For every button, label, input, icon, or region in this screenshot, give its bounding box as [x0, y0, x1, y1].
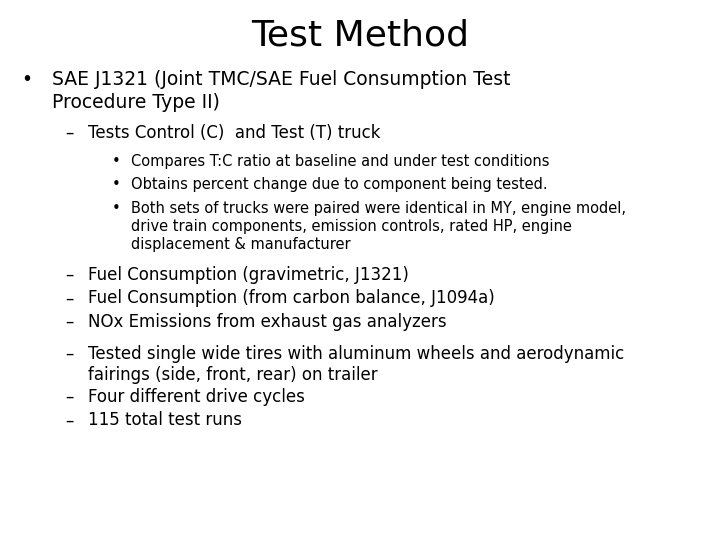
- Text: •: •: [112, 154, 120, 170]
- Text: Tested single wide tires with aluminum wheels and aerodynamic
fairings (side, fr: Tested single wide tires with aluminum w…: [88, 345, 624, 384]
- Text: Obtains percent change due to component being tested.: Obtains percent change due to component …: [131, 177, 548, 192]
- Text: •: •: [112, 201, 120, 216]
- Text: –: –: [65, 266, 73, 284]
- Text: Tests Control (C)  and Test (T) truck: Tests Control (C) and Test (T) truck: [88, 124, 380, 142]
- Text: –: –: [65, 313, 73, 331]
- Text: –: –: [65, 124, 73, 142]
- Text: Both sets of trucks were paired were identical in MY, engine model,
drive train : Both sets of trucks were paired were ide…: [131, 201, 626, 252]
- Text: Test Method: Test Method: [251, 19, 469, 53]
- Text: –: –: [65, 388, 73, 406]
- Text: Fuel Consumption (from carbon balance, J1094a): Fuel Consumption (from carbon balance, J…: [88, 289, 495, 307]
- Text: –: –: [65, 289, 73, 307]
- Text: •: •: [112, 177, 120, 192]
- Text: NOx Emissions from exhaust gas analyzers: NOx Emissions from exhaust gas analyzers: [88, 313, 446, 331]
- Text: 115 total test runs: 115 total test runs: [88, 411, 242, 429]
- Text: Compares T:C ratio at baseline and under test conditions: Compares T:C ratio at baseline and under…: [131, 154, 549, 170]
- Text: •: •: [22, 70, 32, 89]
- Text: Fuel Consumption (gravimetric, J1321): Fuel Consumption (gravimetric, J1321): [88, 266, 409, 284]
- Text: –: –: [65, 345, 73, 362]
- Text: SAE J1321 (Joint TMC/SAE Fuel Consumption Test
Procedure Type II): SAE J1321 (Joint TMC/SAE Fuel Consumptio…: [52, 70, 510, 112]
- Text: –: –: [65, 411, 73, 429]
- Text: Four different drive cycles: Four different drive cycles: [88, 388, 305, 406]
